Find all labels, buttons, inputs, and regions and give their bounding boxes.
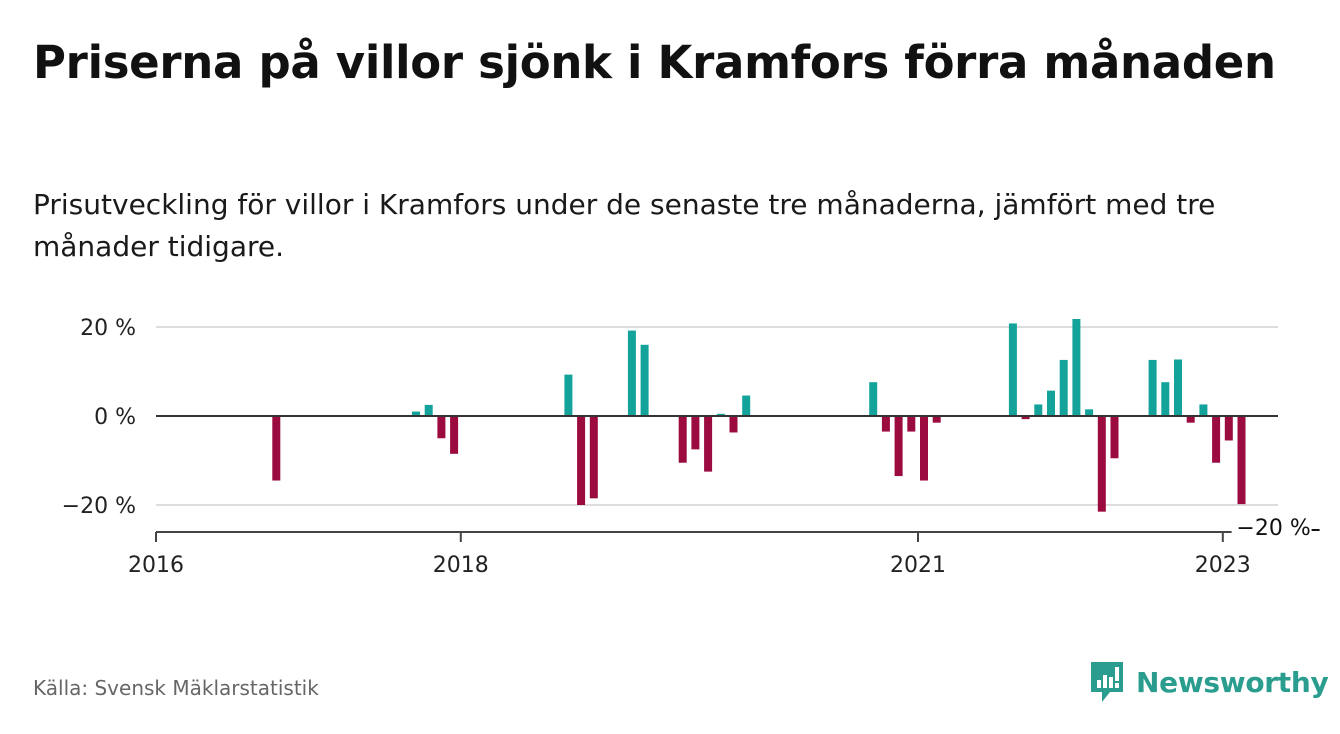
chart-subtitle: Prisutveckling för villor i Kramfors und… — [33, 188, 1216, 263]
bar — [1008, 323, 1017, 416]
gridlines — [156, 326, 1278, 506]
source-note: Källa: Svensk Mäklarstatistik — [33, 676, 319, 700]
bar — [412, 411, 420, 416]
bar — [1059, 359, 1068, 416]
x-tick-label: 2023 — [1195, 553, 1251, 578]
bar — [678, 416, 687, 463]
bar — [869, 382, 878, 416]
bar — [1224, 416, 1233, 441]
bar — [932, 416, 941, 423]
brand-name: Newsworthy — [1136, 665, 1329, 699]
bar — [437, 416, 446, 439]
annotation-background — [1231, 514, 1312, 540]
newsworthy-logo-icon — [1091, 662, 1123, 702]
bar — [627, 330, 636, 416]
y-tick-label: 0 % — [94, 405, 136, 430]
x-tick-label: 2018 — [433, 553, 489, 578]
bar — [704, 416, 713, 472]
latest-value-label: −20 % — [1236, 516, 1310, 541]
bar — [1199, 404, 1208, 416]
bar — [691, 416, 700, 450]
bar — [1085, 409, 1094, 416]
bar — [1237, 416, 1246, 505]
bar — [920, 416, 928, 481]
bar — [1174, 359, 1182, 416]
bar — [640, 344, 649, 416]
bar — [907, 416, 916, 432]
tick-labels: 20 % 0 % −20 % 2016 2018 2021 2023 −20 % — [62, 316, 1320, 578]
bar — [1047, 390, 1055, 416]
axes — [155, 415, 1278, 542]
y-tick-label: 20 % — [80, 316, 136, 341]
bar — [729, 416, 738, 433]
brand-logo: Newsworthy — [1088, 660, 1329, 704]
y-tick-label: −20 % — [62, 494, 136, 519]
bar — [589, 416, 598, 499]
bars — [272, 318, 1246, 512]
bar — [450, 416, 459, 454]
x-tick-label: 2021 — [890, 553, 946, 578]
bar — [742, 395, 751, 416]
bar — [1161, 382, 1170, 416]
bar — [1072, 318, 1081, 416]
bar — [1034, 404, 1043, 416]
bar — [1186, 416, 1195, 423]
bar — [272, 416, 281, 481]
bar — [564, 374, 573, 416]
bar — [716, 413, 725, 416]
bar — [894, 416, 903, 477]
bar — [1148, 359, 1157, 416]
bar — [1097, 416, 1106, 512]
chart-title: Priserna på villor sjönk i Kramfors förr… — [33, 36, 1276, 89]
bar — [1021, 416, 1030, 420]
bar — [1110, 416, 1119, 459]
bar — [881, 416, 890, 432]
bar — [424, 404, 433, 416]
bar — [577, 416, 586, 505]
bar — [1212, 416, 1221, 463]
x-tick-label: 2016 — [128, 553, 184, 578]
